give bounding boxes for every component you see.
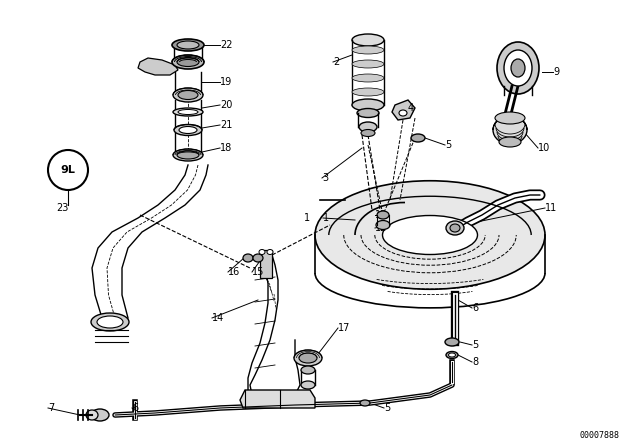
Circle shape bbox=[48, 150, 88, 190]
Ellipse shape bbox=[352, 88, 384, 96]
Ellipse shape bbox=[253, 254, 263, 262]
Ellipse shape bbox=[178, 109, 198, 115]
Ellipse shape bbox=[315, 181, 545, 289]
Text: 1: 1 bbox=[304, 213, 310, 223]
Ellipse shape bbox=[86, 410, 98, 420]
Text: 16: 16 bbox=[228, 267, 240, 277]
Polygon shape bbox=[138, 58, 178, 75]
Ellipse shape bbox=[497, 42, 539, 94]
Text: 20: 20 bbox=[220, 100, 232, 110]
Ellipse shape bbox=[294, 350, 322, 366]
Text: 18: 18 bbox=[220, 143, 232, 153]
Ellipse shape bbox=[499, 137, 521, 147]
Text: 11: 11 bbox=[545, 203, 557, 213]
Ellipse shape bbox=[361, 129, 375, 137]
Text: 19: 19 bbox=[220, 77, 232, 87]
Text: 12: 12 bbox=[375, 223, 387, 233]
Text: 5: 5 bbox=[445, 140, 451, 150]
Text: 14: 14 bbox=[212, 313, 224, 323]
Text: 17: 17 bbox=[338, 323, 350, 333]
Bar bbox=[260, 250, 272, 278]
Ellipse shape bbox=[411, 134, 425, 142]
Text: 00007888: 00007888 bbox=[580, 431, 620, 440]
Ellipse shape bbox=[173, 108, 203, 116]
Ellipse shape bbox=[445, 338, 459, 346]
Ellipse shape bbox=[177, 151, 199, 159]
Ellipse shape bbox=[179, 126, 197, 134]
Ellipse shape bbox=[173, 149, 203, 161]
Ellipse shape bbox=[360, 400, 370, 406]
Ellipse shape bbox=[173, 88, 203, 102]
Text: 6: 6 bbox=[132, 403, 138, 413]
Ellipse shape bbox=[377, 211, 389, 219]
Ellipse shape bbox=[504, 50, 532, 86]
Text: 22: 22 bbox=[220, 40, 232, 50]
Ellipse shape bbox=[172, 55, 204, 69]
Ellipse shape bbox=[495, 112, 525, 124]
Text: 8: 8 bbox=[472, 357, 478, 367]
Ellipse shape bbox=[259, 250, 265, 254]
Ellipse shape bbox=[301, 366, 315, 374]
Ellipse shape bbox=[399, 110, 407, 116]
Ellipse shape bbox=[450, 224, 460, 232]
Ellipse shape bbox=[178, 90, 198, 99]
Ellipse shape bbox=[267, 250, 273, 254]
Ellipse shape bbox=[376, 220, 390, 229]
Ellipse shape bbox=[91, 313, 129, 331]
Text: 5: 5 bbox=[472, 340, 478, 350]
Ellipse shape bbox=[383, 215, 477, 254]
Ellipse shape bbox=[299, 353, 317, 363]
Text: 15: 15 bbox=[252, 267, 264, 277]
Text: 1: 1 bbox=[323, 213, 329, 223]
Ellipse shape bbox=[357, 108, 379, 117]
Text: 13: 13 bbox=[375, 210, 387, 220]
Ellipse shape bbox=[352, 60, 384, 68]
Text: 9: 9 bbox=[553, 67, 559, 77]
Polygon shape bbox=[392, 100, 415, 120]
Ellipse shape bbox=[446, 221, 464, 235]
Text: 9L: 9L bbox=[61, 165, 76, 175]
Text: 23: 23 bbox=[56, 203, 68, 213]
Ellipse shape bbox=[177, 41, 199, 49]
Ellipse shape bbox=[352, 34, 384, 46]
Ellipse shape bbox=[91, 409, 109, 421]
Text: 7: 7 bbox=[48, 403, 54, 413]
Text: 10: 10 bbox=[538, 143, 550, 153]
Polygon shape bbox=[240, 390, 315, 408]
Ellipse shape bbox=[511, 59, 525, 77]
Ellipse shape bbox=[352, 74, 384, 82]
Text: 5: 5 bbox=[384, 403, 390, 413]
Ellipse shape bbox=[352, 99, 384, 111]
Ellipse shape bbox=[97, 316, 123, 328]
Text: 3: 3 bbox=[322, 173, 328, 183]
Ellipse shape bbox=[174, 125, 202, 135]
Text: 4: 4 bbox=[408, 103, 414, 113]
Text: 2: 2 bbox=[333, 57, 339, 67]
Text: 6: 6 bbox=[472, 303, 478, 313]
Ellipse shape bbox=[177, 57, 199, 66]
Ellipse shape bbox=[243, 254, 253, 262]
Ellipse shape bbox=[446, 352, 458, 358]
Ellipse shape bbox=[449, 353, 456, 357]
Ellipse shape bbox=[493, 116, 527, 144]
Ellipse shape bbox=[352, 46, 384, 54]
Ellipse shape bbox=[301, 381, 315, 389]
Text: 21: 21 bbox=[220, 120, 232, 130]
Ellipse shape bbox=[359, 122, 377, 132]
Ellipse shape bbox=[172, 39, 204, 51]
